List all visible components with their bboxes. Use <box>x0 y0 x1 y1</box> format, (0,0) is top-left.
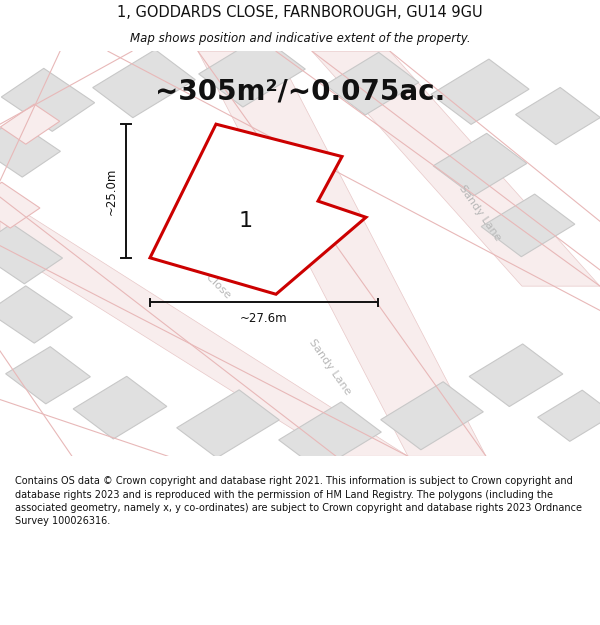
Text: Contains OS data © Crown copyright and database right 2021. This information is : Contains OS data © Crown copyright and d… <box>15 476 582 526</box>
Polygon shape <box>381 382 483 450</box>
Polygon shape <box>0 286 73 343</box>
Polygon shape <box>469 344 563 406</box>
Polygon shape <box>150 124 366 294</box>
Polygon shape <box>93 49 195 118</box>
Polygon shape <box>1 104 59 144</box>
Polygon shape <box>162 136 342 282</box>
Polygon shape <box>177 390 279 458</box>
Text: ~27.6m: ~27.6m <box>240 312 288 325</box>
Polygon shape <box>5 347 91 404</box>
Polygon shape <box>481 194 575 257</box>
Polygon shape <box>0 197 408 456</box>
Text: Sandy Lane: Sandy Lane <box>307 338 353 397</box>
Polygon shape <box>431 59 529 124</box>
Polygon shape <box>0 224 62 284</box>
Text: ~305m²/~0.075ac.: ~305m²/~0.075ac. <box>155 78 445 106</box>
Polygon shape <box>515 88 600 144</box>
Polygon shape <box>312 51 600 286</box>
Polygon shape <box>325 52 419 115</box>
Polygon shape <box>538 390 600 441</box>
Text: Sandy Lane: Sandy Lane <box>457 184 503 243</box>
Polygon shape <box>198 51 486 456</box>
Text: 1: 1 <box>239 211 253 231</box>
Polygon shape <box>279 402 381 470</box>
Polygon shape <box>199 36 305 107</box>
Text: 1, GODDARDS CLOSE, FARNBOROUGH, GU14 9GU: 1, GODDARDS CLOSE, FARNBOROUGH, GU14 9GU <box>117 5 483 20</box>
Text: Goddards Close: Goddards Close <box>164 231 232 301</box>
Text: Map shows position and indicative extent of the property.: Map shows position and indicative extent… <box>130 32 470 45</box>
Polygon shape <box>73 376 167 439</box>
Polygon shape <box>0 182 40 228</box>
Polygon shape <box>0 120 61 177</box>
Polygon shape <box>1 68 95 131</box>
Polygon shape <box>433 133 527 196</box>
Text: ~25.0m: ~25.0m <box>104 168 118 214</box>
